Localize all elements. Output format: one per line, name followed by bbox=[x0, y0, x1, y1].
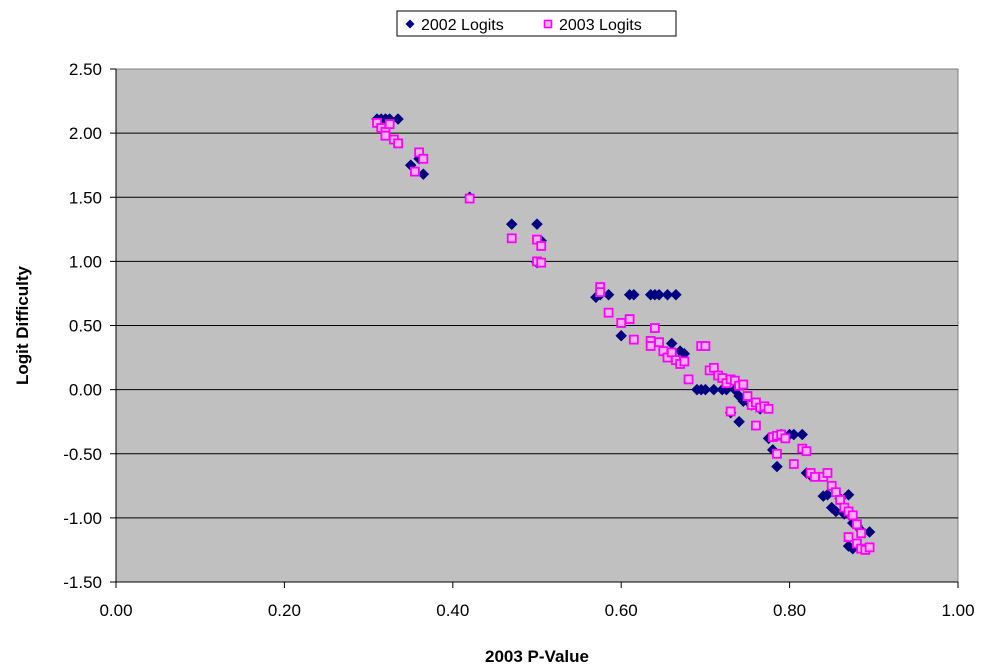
data-point bbox=[464, 193, 475, 204]
data-point bbox=[699, 383, 712, 396]
data-point bbox=[384, 119, 395, 130]
data-point bbox=[707, 383, 720, 396]
legend-label: 2002 Logits bbox=[421, 17, 504, 34]
data-point bbox=[801, 446, 812, 457]
x-tick-label: 0.40 bbox=[436, 601, 469, 620]
data-point bbox=[780, 433, 791, 444]
data-point bbox=[670, 288, 682, 301]
data-point bbox=[536, 241, 547, 251]
series-layer bbox=[371, 113, 876, 555]
data-point bbox=[392, 113, 404, 125]
data-point bbox=[536, 257, 547, 268]
y-axis-title: Logit Difficulty bbox=[13, 265, 32, 385]
data-point bbox=[683, 374, 694, 385]
y-tick-label: 0.50 bbox=[69, 317, 102, 336]
data-point bbox=[624, 314, 635, 324]
y-tick-label: -1.00 bbox=[63, 509, 102, 528]
data-point bbox=[725, 406, 736, 417]
data-point bbox=[628, 334, 639, 345]
series-2 bbox=[372, 117, 875, 555]
data-point bbox=[627, 288, 640, 301]
axes: 2.50 2.00 1.50 1.00 0.50 0.00 -0.50 -1.00 -1.50 0… bbox=[63, 60, 974, 620]
y-tick-label: 1.50 bbox=[69, 188, 102, 207]
data-point bbox=[380, 130, 391, 141]
data-point bbox=[645, 341, 656, 351]
y-tick-label: -1.50 bbox=[63, 573, 102, 592]
y-tick-label: 2.00 bbox=[69, 124, 102, 143]
data-point bbox=[700, 341, 711, 351]
x-tick-label: 0.20 bbox=[268, 601, 301, 620]
data-point bbox=[763, 403, 774, 414]
y-tick-label: -0.50 bbox=[63, 445, 102, 464]
data-point bbox=[742, 391, 753, 401]
data-point bbox=[654, 337, 664, 348]
data-point bbox=[771, 460, 783, 473]
data-point bbox=[843, 532, 854, 543]
data-point bbox=[787, 428, 800, 441]
x-tick-label: 0.00 bbox=[99, 601, 132, 620]
data-point bbox=[679, 356, 690, 367]
data-point bbox=[649, 323, 660, 333]
series-1 bbox=[371, 113, 876, 555]
y-tick-label: 1.00 bbox=[69, 252, 102, 271]
y-tick-label: 0.00 bbox=[69, 381, 102, 400]
data-point bbox=[856, 528, 867, 539]
data-point bbox=[733, 415, 745, 428]
data-point bbox=[788, 459, 799, 469]
legend: 2002 Logits 2003 Logits bbox=[396, 10, 677, 37]
data-point bbox=[595, 287, 606, 298]
data-point bbox=[738, 379, 749, 390]
x-tick-label: 1.00 bbox=[941, 601, 974, 620]
data-point bbox=[418, 153, 429, 164]
x-tick-label: 0.80 bbox=[773, 601, 806, 620]
data-point bbox=[796, 428, 809, 441]
data-point bbox=[506, 233, 517, 244]
data-point bbox=[531, 218, 543, 231]
data-point bbox=[852, 519, 862, 530]
data-point bbox=[809, 471, 820, 482]
legend-label: 2003 Logits bbox=[559, 17, 642, 34]
data-point bbox=[603, 307, 614, 318]
data-point bbox=[661, 288, 674, 301]
legend-box bbox=[396, 10, 677, 37]
data-point bbox=[847, 510, 858, 521]
y-tick-label: 2.50 bbox=[69, 60, 102, 79]
x-axis-title: 2003 P-Value bbox=[485, 647, 589, 666]
data-point bbox=[822, 468, 833, 478]
legend-marker bbox=[543, 19, 553, 29]
data-point bbox=[842, 488, 855, 501]
data-point bbox=[393, 138, 403, 149]
data-point bbox=[653, 288, 665, 301]
data-point bbox=[410, 166, 420, 177]
data-point bbox=[615, 329, 628, 342]
data-point bbox=[772, 448, 782, 459]
data-point bbox=[616, 318, 627, 328]
data-point bbox=[751, 420, 761, 431]
x-tick-label: 0.60 bbox=[605, 601, 638, 620]
data-point bbox=[864, 542, 875, 553]
data-point bbox=[505, 218, 518, 231]
legend-marker bbox=[405, 19, 415, 29]
